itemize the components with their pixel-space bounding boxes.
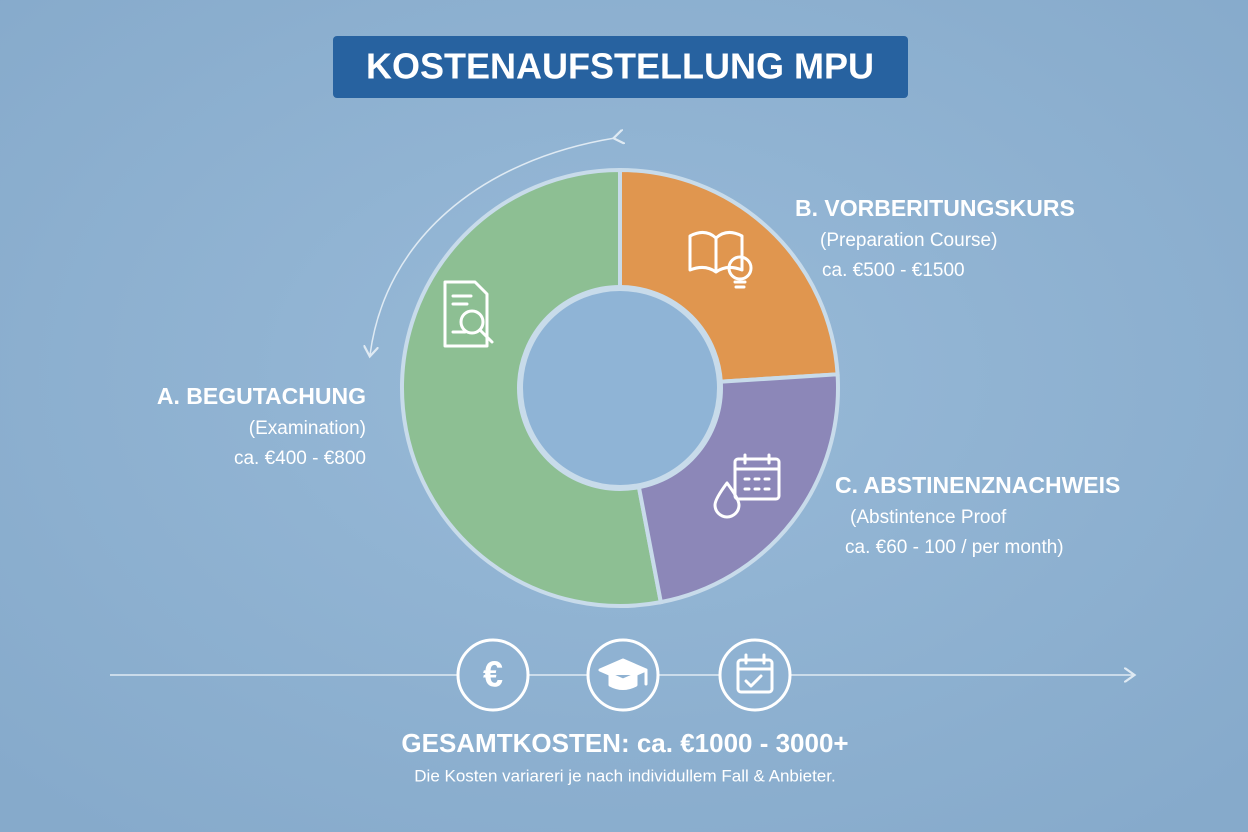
chart-title: KOSTENAUFSTELLUNG MPU bbox=[366, 46, 874, 87]
cycle-arrow bbox=[370, 138, 615, 355]
svg-text:€: € bbox=[483, 654, 503, 695]
title-box bbox=[333, 36, 908, 98]
donut-hole bbox=[517, 285, 723, 491]
segment-cost: ca. €500 - €1500 bbox=[822, 260, 965, 281]
note: Die Kosten variareri je nach individulle… bbox=[414, 766, 835, 785]
segment-description: (Preparation Course) bbox=[820, 230, 997, 251]
segment-label: B. VORBERITUNGSKURS bbox=[795, 195, 1075, 221]
segment-cost: ca. €60 - 100 / per month) bbox=[845, 537, 1064, 558]
segment-icons bbox=[443, 231, 781, 519]
donut bbox=[400, 167, 840, 608]
segment-description: (Examination) bbox=[249, 418, 366, 439]
total-cost: GESAMTKOSTEN: ca. €1000 - 3000+ bbox=[401, 728, 848, 758]
segment-label: C. ABSTINENZNACHWEIS bbox=[835, 472, 1120, 498]
segment-cost: ca. €400 - €800 bbox=[234, 448, 366, 469]
timeline-icons: € bbox=[456, 638, 792, 712]
segment-label: A. BEGUTACHUNG bbox=[157, 383, 366, 409]
segment-description: (Abstintence Proof bbox=[850, 507, 1007, 528]
